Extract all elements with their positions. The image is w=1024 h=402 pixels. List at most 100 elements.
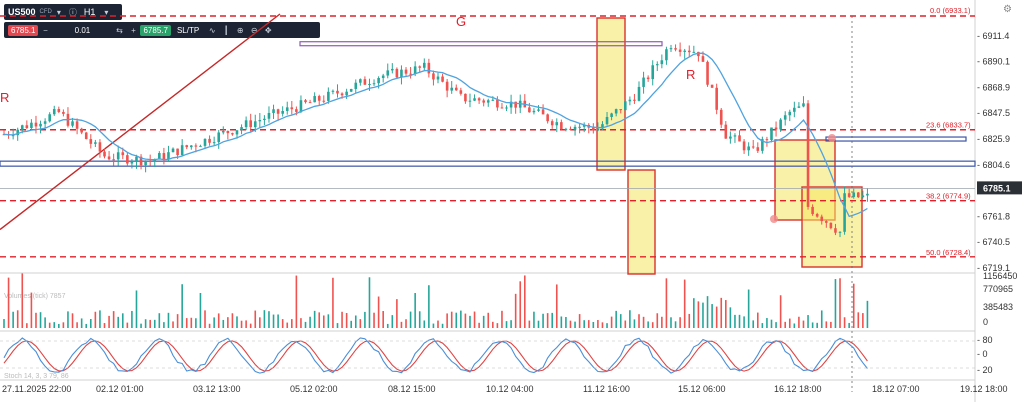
quantity-field[interactable]: 0.01 bbox=[74, 25, 91, 35]
volume-bar bbox=[112, 311, 115, 328]
candle-body bbox=[866, 193, 869, 196]
volume-bar bbox=[181, 284, 183, 328]
candle-body bbox=[601, 124, 604, 129]
candle-body bbox=[678, 49, 682, 52]
volume-bar bbox=[450, 311, 453, 328]
volume-tick-label: 385483 bbox=[983, 302, 1013, 312]
volume-bar bbox=[679, 317, 681, 328]
candle-body bbox=[578, 126, 581, 128]
volume-bar bbox=[135, 290, 138, 328]
candle-body bbox=[500, 107, 504, 109]
volume-bar bbox=[811, 322, 814, 328]
candle-body bbox=[793, 107, 796, 112]
volume-bar bbox=[624, 320, 627, 328]
volume-bar bbox=[227, 317, 229, 328]
candle-body bbox=[240, 127, 243, 131]
volume-bar bbox=[259, 317, 261, 328]
candle-body bbox=[363, 79, 367, 85]
volume-bar bbox=[281, 319, 284, 328]
candle-body bbox=[130, 161, 134, 164]
volume-bar bbox=[309, 316, 311, 328]
volume-bar bbox=[108, 315, 110, 328]
volume-bar bbox=[80, 318, 83, 328]
volume-bar bbox=[697, 301, 700, 328]
fib-label: 38.2 (6774.9) bbox=[926, 192, 971, 201]
candle-body bbox=[34, 122, 38, 127]
symbol-label[interactable]: US500 bbox=[8, 7, 36, 17]
zoom-out-icon[interactable]: ⊖ bbox=[250, 25, 258, 35]
candle-body bbox=[299, 100, 303, 112]
gear-icon[interactable]: ⚙ bbox=[1003, 4, 1012, 15]
buy-button[interactable]: 6785.7 bbox=[140, 24, 171, 36]
candle-body bbox=[856, 192, 860, 198]
candle-body bbox=[843, 193, 846, 232]
info-icon[interactable]: ⓘ bbox=[68, 7, 77, 17]
volume-bar bbox=[460, 310, 462, 328]
volume-bar bbox=[606, 323, 608, 328]
volume-tick-label: 1156450 bbox=[983, 271, 1017, 281]
volume-bar bbox=[779, 295, 782, 328]
candle-body bbox=[592, 127, 595, 131]
volume-bar bbox=[784, 321, 786, 328]
volume-bar bbox=[816, 322, 818, 328]
plus-icon[interactable]: + bbox=[131, 25, 136, 35]
price-tick-label: - 6804.6 bbox=[977, 160, 1010, 170]
volume-bar bbox=[551, 312, 554, 328]
volume-bar bbox=[478, 322, 480, 328]
candles-icon[interactable]: ┃ bbox=[223, 25, 229, 35]
volume-bar bbox=[327, 314, 330, 328]
volume-bar bbox=[729, 307, 732, 328]
candle-body bbox=[39, 123, 42, 127]
volume-bar bbox=[496, 323, 499, 328]
volume-bar bbox=[524, 275, 526, 328]
candle-body bbox=[724, 124, 728, 139]
candle-body bbox=[706, 61, 709, 85]
candle-body bbox=[52, 109, 56, 115]
volume-bar bbox=[656, 313, 659, 328]
minus-icon[interactable]: − bbox=[43, 25, 48, 35]
zoom-in-icon[interactable]: ⊕ bbox=[236, 25, 244, 35]
volume-bar bbox=[16, 310, 19, 328]
chevron-down-icon[interactable]: ▾ bbox=[56, 7, 61, 17]
stoch-tick-label: - 20 bbox=[977, 365, 993, 375]
volume-bar bbox=[341, 311, 343, 328]
candle-body bbox=[729, 136, 732, 139]
candle-body bbox=[121, 152, 125, 156]
stoch-main-line bbox=[3, 337, 868, 374]
candle-body bbox=[331, 90, 335, 92]
candle-body bbox=[422, 62, 426, 68]
volume-bar bbox=[350, 320, 352, 328]
candle-body bbox=[514, 101, 517, 108]
volume-bar bbox=[345, 312, 348, 328]
volume-bar bbox=[546, 313, 549, 328]
timeframe-label[interactable]: H1 bbox=[83, 7, 96, 17]
candle-body bbox=[834, 228, 837, 233]
stoch-tick-label: - 0 bbox=[977, 349, 988, 359]
chevron-down-icon[interactable]: ▾ bbox=[104, 7, 109, 17]
candle-body bbox=[432, 73, 435, 80]
volume-bar bbox=[734, 314, 736, 328]
trade-panel: 6785.1 − 0.01 ⇆ + 6785.7 SL/TP ∿ ┃ ⊕ ⊖ ✥ bbox=[4, 22, 320, 38]
line-chart-icon[interactable]: ∿ bbox=[208, 25, 216, 35]
sltp-button[interactable]: SL/TP bbox=[176, 25, 200, 35]
volume-bar bbox=[683, 279, 686, 328]
candle-body bbox=[445, 81, 449, 91]
swap-icon[interactable]: ⇆ bbox=[116, 25, 123, 35]
volume-bar bbox=[190, 317, 193, 328]
sell-button[interactable]: 6785.1 bbox=[8, 24, 39, 36]
candle-body bbox=[733, 135, 737, 137]
candle-body bbox=[569, 128, 572, 130]
candle-body bbox=[190, 145, 193, 148]
candle-body bbox=[139, 156, 143, 166]
candle-body bbox=[550, 121, 554, 126]
candle-body bbox=[747, 146, 750, 151]
volume-bar bbox=[117, 316, 120, 328]
candle-body bbox=[861, 195, 865, 198]
volume-bar bbox=[857, 312, 860, 328]
candle-body bbox=[62, 111, 65, 114]
candle-body bbox=[701, 56, 705, 62]
volume-bar bbox=[7, 277, 10, 328]
move-icon[interactable]: ✥ bbox=[264, 25, 272, 35]
candle-body bbox=[477, 98, 481, 101]
